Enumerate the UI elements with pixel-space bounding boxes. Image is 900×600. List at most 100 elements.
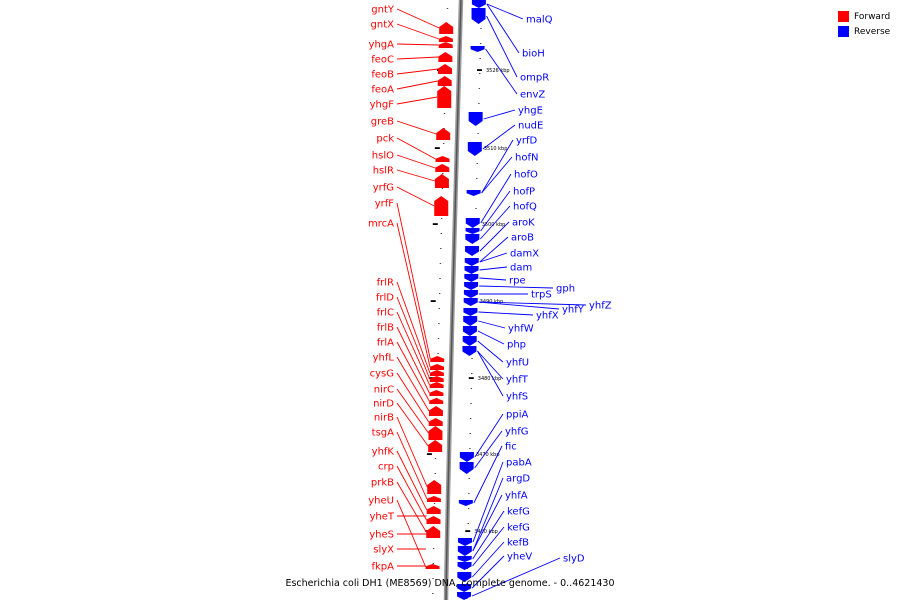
gene-label-nirD[interactable]: nirD [373, 399, 394, 410]
gene-feature [464, 258, 479, 266]
gene-label-yhfX[interactable]: yhfX [536, 311, 559, 322]
gene-label-mrcA[interactable]: mrcA [368, 219, 394, 230]
gene-label-nirC[interactable]: nirC [374, 385, 394, 396]
gene-label-pabA[interactable]: pabA [506, 458, 532, 469]
gene-label-frlD[interactable]: frlD [376, 293, 394, 304]
gene-leader-line [396, 8, 440, 29]
gene-label-fic[interactable]: fic [505, 442, 517, 453]
gene-label-yheS[interactable]: yheS [369, 530, 394, 541]
tick-mark [465, 530, 471, 532]
gene-label-bioH[interactable]: bioH [522, 49, 545, 60]
gene-feature [463, 290, 478, 298]
gene-feature [430, 364, 445, 370]
gene-label-frlC[interactable]: frlC [377, 308, 394, 319]
gene-label-yhfA[interactable]: yhfA [505, 491, 528, 502]
gene-label-gntX[interactable]: gntX [371, 20, 395, 31]
gene-label-yhfY[interactable]: yhfY [562, 305, 585, 316]
gene-label-kefG[interactable]: kefG [507, 523, 530, 534]
gene-label-envZ[interactable]: envZ [520, 90, 545, 101]
gene-feature [457, 546, 472, 556]
gene-leader-line [481, 139, 514, 194]
track-dot [469, 433, 471, 434]
gene-label-php[interactable]: php [507, 340, 526, 351]
gene-label-ppiA[interactable]: ppiA [506, 410, 528, 421]
gene-label-pck[interactable]: pck [376, 134, 394, 145]
gene-feature [428, 440, 443, 452]
gene-label-rpe[interactable]: rpe [509, 276, 526, 287]
track-dot [477, 133, 479, 134]
gene-label-trpS[interactable]: trpS [531, 290, 552, 301]
gene-label-hslR[interactable]: hslR [373, 166, 394, 177]
gene-label-yhgE[interactable]: yhgE [518, 106, 543, 117]
gene-label-nirB[interactable]: nirB [374, 413, 394, 424]
gene-label-yhfS[interactable]: yhfS [506, 392, 528, 403]
gene-label-ompR[interactable]: ompR [520, 73, 549, 84]
gene-leader-line [471, 557, 561, 597]
gene-leader-line [396, 222, 431, 368]
gene-feature [464, 266, 479, 274]
gene-feature [465, 218, 480, 228]
gene-label-yhgF[interactable]: yhgF [370, 100, 395, 111]
gene-label-yhfW[interactable]: yhfW [508, 324, 534, 335]
gene-label-crp[interactable]: crp [378, 462, 394, 473]
gene-label-damX[interactable]: damX [510, 249, 539, 260]
gene-label-hofO[interactable]: hofO [514, 170, 538, 181]
gene-label-prkB[interactable]: prkB [371, 478, 394, 489]
gene-label-yhfL[interactable]: yhfL [373, 353, 395, 364]
gene-label-kefB[interactable]: kefB [507, 538, 529, 549]
gene-label-slyD[interactable]: slyD [563, 554, 585, 565]
gene-label-aroB[interactable]: aroB [511, 233, 534, 244]
gene-feature [467, 142, 482, 156]
gene-label-yrfF[interactable]: yrfF [375, 199, 395, 210]
gene-label-feoB[interactable]: feoB [371, 70, 394, 81]
gene-label-tsgA[interactable]: tsgA [372, 428, 394, 439]
gene-feature [457, 556, 472, 562]
gene-label-frlR[interactable]: frlR [377, 278, 394, 289]
gene-label-frlA[interactable]: frlA [377, 338, 394, 349]
gene-leader-line [472, 510, 505, 560]
gene-label-yheU[interactable]: yheU [368, 496, 394, 507]
gene-label-yhfT[interactable]: yhfT [506, 375, 529, 386]
gene-leader-line [477, 340, 504, 363]
gene-leader-line [396, 169, 436, 182]
gene-label-feoA[interactable]: feoA [371, 85, 394, 96]
genome-caption: Escherichia coli DH1 (ME8569) DNA, compl… [285, 578, 615, 589]
gene-label-yrfD[interactable]: yrfD [516, 136, 538, 147]
gene-label-yhfG[interactable]: yhfG [505, 427, 529, 438]
gene-label-hofP[interactable]: hofP [513, 187, 535, 198]
gene-label-yhgA[interactable]: yhgA [369, 40, 395, 51]
gene-feature [438, 64, 453, 74]
gene-label-yhfZ[interactable]: yhfZ [589, 301, 612, 312]
track-dot [432, 578, 434, 579]
gene-label-yheV[interactable]: yheV [507, 552, 532, 563]
gene-label-fkpA[interactable]: fkpA [372, 562, 395, 573]
gene-label-gph[interactable]: gph [556, 284, 575, 295]
gene-label-dam[interactable]: dam [510, 263, 532, 274]
gene-label-cysG[interactable]: cysG [370, 369, 394, 380]
gene-label-yheT[interactable]: yheT [369, 512, 394, 523]
gene-feature [463, 298, 478, 306]
gene-label-argD[interactable]: argD [506, 474, 530, 485]
gene-label-malQ[interactable]: malQ [526, 15, 553, 26]
gene-label-nudE[interactable]: nudE [518, 121, 543, 132]
gene-feature [462, 336, 477, 346]
gene-label-feoC[interactable]: feoC [371, 55, 394, 66]
gene-label-greB[interactable]: greB [371, 117, 394, 128]
legend-reverse: Reverse [838, 24, 890, 39]
gene-label-hofN[interactable]: hofN [515, 153, 538, 164]
gene-label-yrfG[interactable]: yrfG [373, 183, 394, 194]
track-dot [467, 508, 470, 509]
gene-label-hofQ[interactable]: hofQ [513, 202, 537, 213]
gene-label-hslO[interactable]: hslO [372, 151, 394, 162]
gene-label-yhfK[interactable]: yhfK [372, 447, 395, 458]
gene-label-aroK[interactable]: aroK [512, 218, 535, 229]
tick-mark [428, 377, 434, 379]
gene-feature [465, 234, 480, 244]
gene-label-gntY[interactable]: gntY [371, 5, 395, 16]
gene-label-frlB[interactable]: frlB [377, 323, 394, 334]
gene-label-yhfU[interactable]: yhfU [506, 358, 529, 369]
gene-feature [438, 36, 453, 42]
gene-label-kefG[interactable]: kefG [507, 507, 530, 518]
gene-label-slyX[interactable]: slyX [373, 545, 394, 556]
